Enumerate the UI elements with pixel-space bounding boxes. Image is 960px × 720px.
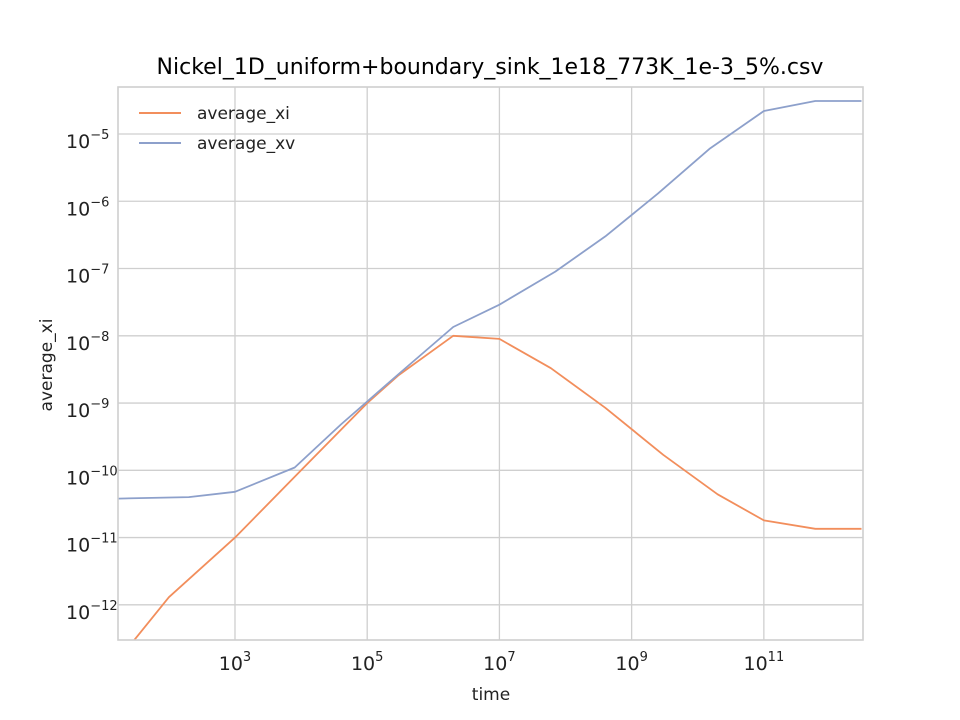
- y-axis-label: average_xi: [37, 319, 57, 412]
- series-layer: [118, 100, 862, 640]
- y-tick-base: 10: [66, 535, 90, 557]
- x-axis-label: time: [472, 685, 510, 705]
- plot-frame: [117, 86, 864, 641]
- y-tick-base: 10: [66, 467, 90, 489]
- x-tick-exponent: 9: [640, 650, 648, 665]
- y-tick-label: 10−10: [66, 464, 118, 489]
- y-tick-exponent: −12: [90, 599, 117, 614]
- y-tick-base: 10: [66, 198, 90, 220]
- y-tick-label: 10−12: [66, 599, 118, 624]
- y-tick-label: 10−6: [66, 195, 109, 220]
- x-tick-exponent: 11: [768, 650, 785, 665]
- y-tick-exponent: −9: [90, 397, 109, 412]
- x-tick-label: 103: [219, 650, 251, 675]
- x-tick-base: 10: [351, 653, 375, 675]
- x-tick-label: 105: [351, 650, 383, 675]
- legend-label-average-xv: average_xv: [197, 134, 295, 154]
- x-tick-base: 10: [483, 653, 507, 675]
- series-line-average-xv: [118, 100, 862, 500]
- grid: [118, 87, 863, 640]
- legend-label-average-xi: average_xi: [197, 104, 290, 124]
- y-tick-base: 10: [66, 131, 90, 153]
- x-tick-exponent: 3: [243, 650, 251, 665]
- series-line-average-xi: [133, 334, 862, 640]
- y-tick-exponent: −7: [90, 263, 109, 278]
- y-tick-base: 10: [66, 400, 90, 422]
- y-tick-exponent: −6: [90, 195, 109, 210]
- x-tick-label: 109: [615, 650, 647, 675]
- y-tick-base: 10: [66, 333, 90, 355]
- y-tick-label: 10−5: [66, 128, 109, 153]
- y-tick-exponent: −10: [90, 464, 117, 479]
- y-tick-exponent: −11: [90, 532, 117, 547]
- y-tick-label: 10−7: [66, 263, 109, 288]
- y-tick-label: 10−8: [66, 330, 109, 355]
- legend: average_xi average_xv: [139, 104, 295, 154]
- x-tick-exponent: 5: [375, 650, 383, 665]
- x-tick-exponent: 7: [507, 650, 515, 665]
- y-tick-exponent: −5: [90, 128, 109, 143]
- x-tick-base: 10: [615, 653, 639, 675]
- y-tick-base: 10: [66, 602, 90, 624]
- x-tick-label: 1011: [743, 650, 784, 675]
- x-tick-labels: 103 105 107 109 1011: [219, 650, 784, 675]
- y-tick-label: 10−11: [66, 532, 118, 557]
- y-tick-exponent: −8: [90, 330, 109, 345]
- x-tick-label: 107: [483, 650, 515, 675]
- y-tick-label: 10−9: [66, 397, 109, 422]
- chart-title: Nickel_1D_uniform+boundary_sink_1e18_773…: [157, 55, 824, 80]
- y-tick-base: 10: [66, 266, 90, 288]
- x-tick-base: 10: [743, 653, 767, 675]
- x-tick-base: 10: [219, 653, 243, 675]
